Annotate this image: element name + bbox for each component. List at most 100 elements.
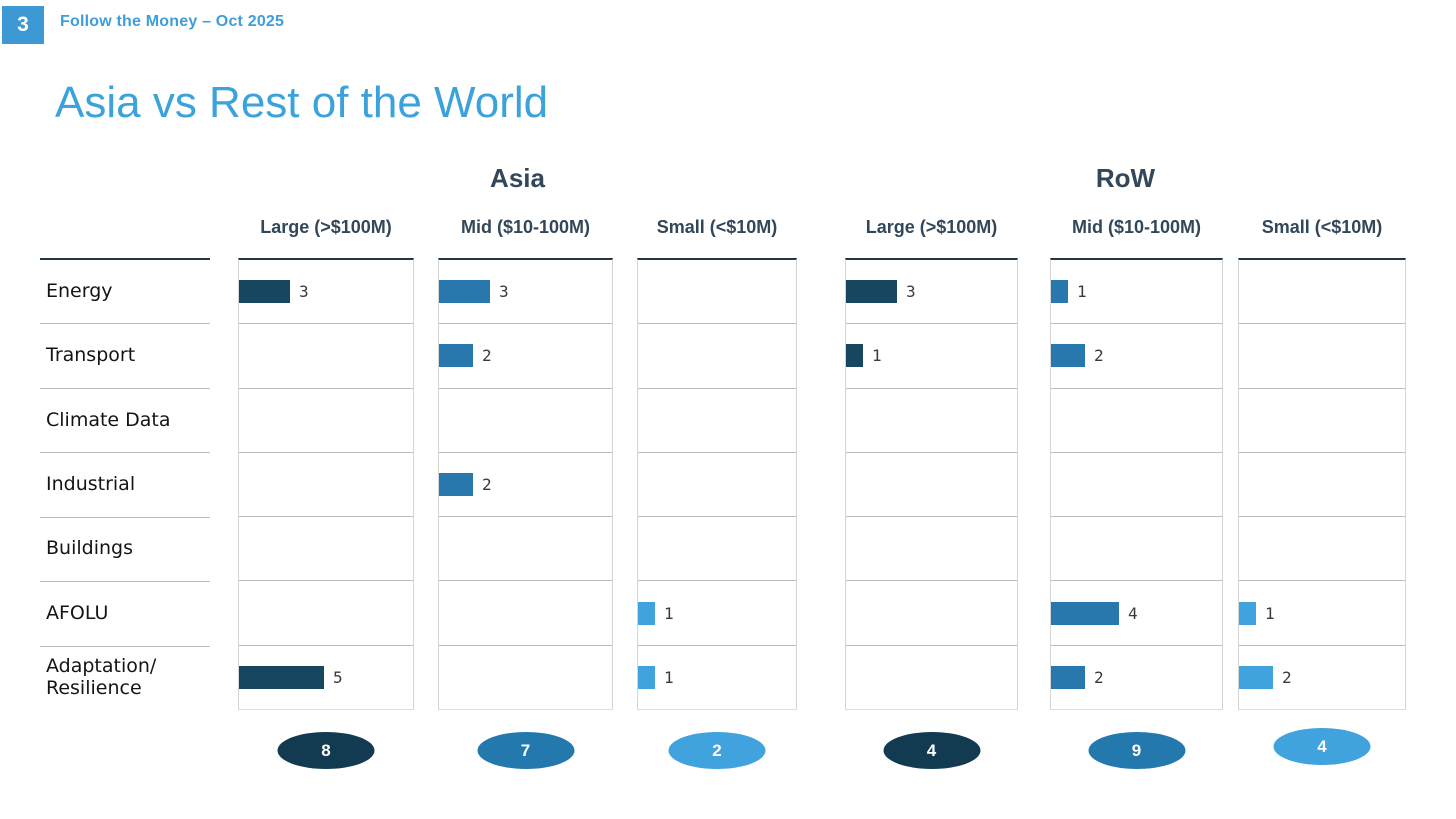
panel-cell [439, 581, 612, 646]
total-badge: 4 [883, 732, 980, 769]
panel-cell [638, 453, 796, 518]
total-value: 8 [321, 740, 331, 760]
row-label: Climate Data [40, 389, 210, 454]
row-label: Buildings [40, 518, 210, 583]
group-title-row: RoW [1095, 163, 1156, 193]
bar [439, 280, 490, 304]
bar [846, 280, 897, 304]
panel-cell: 3 [439, 260, 612, 325]
panel-cell: 3 [239, 260, 413, 325]
bar-value: 3 [499, 282, 509, 302]
bar [1051, 280, 1068, 304]
bar-value: 1 [1265, 603, 1275, 623]
total-value: 9 [1131, 740, 1142, 760]
category-label-column: Energy Transport Climate Data Industrial Bui… [40, 258, 210, 710]
bar-value: 5 [333, 667, 343, 687]
row-label: Adaptation/ Resilience [46, 655, 157, 700]
total-value: 2 [712, 740, 722, 760]
bar [638, 665, 655, 689]
bar-value: 2 [482, 346, 492, 366]
panel-cell [1239, 260, 1405, 325]
panel-cell: 2 [1051, 646, 1222, 709]
group-title-asia: Asia [490, 163, 545, 193]
bar [1239, 665, 1273, 689]
panel-cell [1051, 453, 1222, 518]
panel-cell: 1 [1239, 581, 1405, 646]
column-header: Small (<$10M) [1261, 217, 1383, 237]
row-label: Transport [40, 324, 210, 389]
bar [1051, 344, 1085, 368]
panel-cell [846, 389, 1017, 453]
bar [1051, 601, 1119, 625]
column-header: Large (>$100M) [260, 217, 392, 237]
panel-cell [846, 581, 1017, 646]
bar [439, 472, 473, 496]
slide-title: Asia vs Rest of the World [55, 78, 549, 127]
bar-value: 3 [906, 282, 916, 302]
panel-cell: 2 [1051, 324, 1222, 389]
total-badge: 9 [1088, 732, 1185, 769]
panel-cell [1239, 517, 1405, 582]
panel-cell: 5 [239, 646, 413, 709]
panel-cell: 2 [439, 453, 612, 518]
column-header: Small (<$10M) [656, 217, 778, 237]
bar-value: 1 [872, 346, 882, 366]
panel-cell [638, 324, 796, 389]
panel-cell [1239, 389, 1405, 453]
column-header: Mid ($10-100M) [460, 217, 591, 237]
column-header: Mid ($10-100M) [1071, 217, 1202, 237]
panel-cell [439, 389, 612, 453]
chart-panel-row-mid: 1 2 4 2 [1050, 258, 1223, 710]
total-badge: 4 [1273, 728, 1371, 765]
bar [638, 601, 655, 625]
panel-cell: 4 [1051, 581, 1222, 646]
bar [239, 665, 324, 689]
bar [439, 344, 473, 368]
bar-value: 2 [1094, 667, 1104, 687]
panel-cell [1051, 389, 1222, 453]
bar-value: 1 [664, 667, 674, 687]
panel-cell: 1 [638, 646, 796, 709]
panel-cell [1239, 453, 1405, 518]
panel-cell [439, 517, 612, 582]
bar-value: 3 [299, 282, 309, 302]
bar [846, 344, 863, 368]
panel-cell [846, 646, 1017, 709]
panel-cell [439, 646, 612, 709]
panel-cell [638, 389, 796, 453]
total-badge: 7 [477, 732, 574, 769]
bar-value: 2 [482, 474, 492, 494]
panel-cell [846, 453, 1017, 518]
bar-value: 1 [664, 603, 674, 623]
panel-cell [239, 324, 413, 389]
row-label: AFOLU [40, 582, 210, 647]
panel-cell [638, 260, 796, 325]
page-number-badge: 3 [2, 6, 44, 44]
chart-panel-asia-mid: 3 2 2 [438, 258, 613, 710]
panel-cell: 1 [1051, 260, 1222, 325]
row-label: Industrial [40, 453, 210, 518]
panel-cell: 2 [439, 324, 612, 389]
total-badge: 2 [668, 732, 766, 769]
panel-cell [239, 517, 413, 582]
panel-cell: 3 [846, 260, 1017, 325]
bar-value: 2 [1094, 346, 1104, 366]
panel-cell [1239, 324, 1405, 389]
panel-cell [239, 581, 413, 646]
bar-value: 4 [1128, 603, 1138, 623]
row-label: Energy [40, 260, 210, 325]
bar [1239, 601, 1256, 625]
panel-cell [846, 517, 1017, 582]
panel-cell [638, 517, 796, 582]
total-value: 7 [520, 740, 531, 760]
panel-cell: 1 [638, 581, 796, 646]
bar-value: 1 [1077, 282, 1087, 302]
total-value: 4 [926, 740, 937, 760]
panel-cell [1051, 517, 1222, 582]
bar [239, 280, 290, 304]
panel-cell: 1 [846, 324, 1017, 389]
